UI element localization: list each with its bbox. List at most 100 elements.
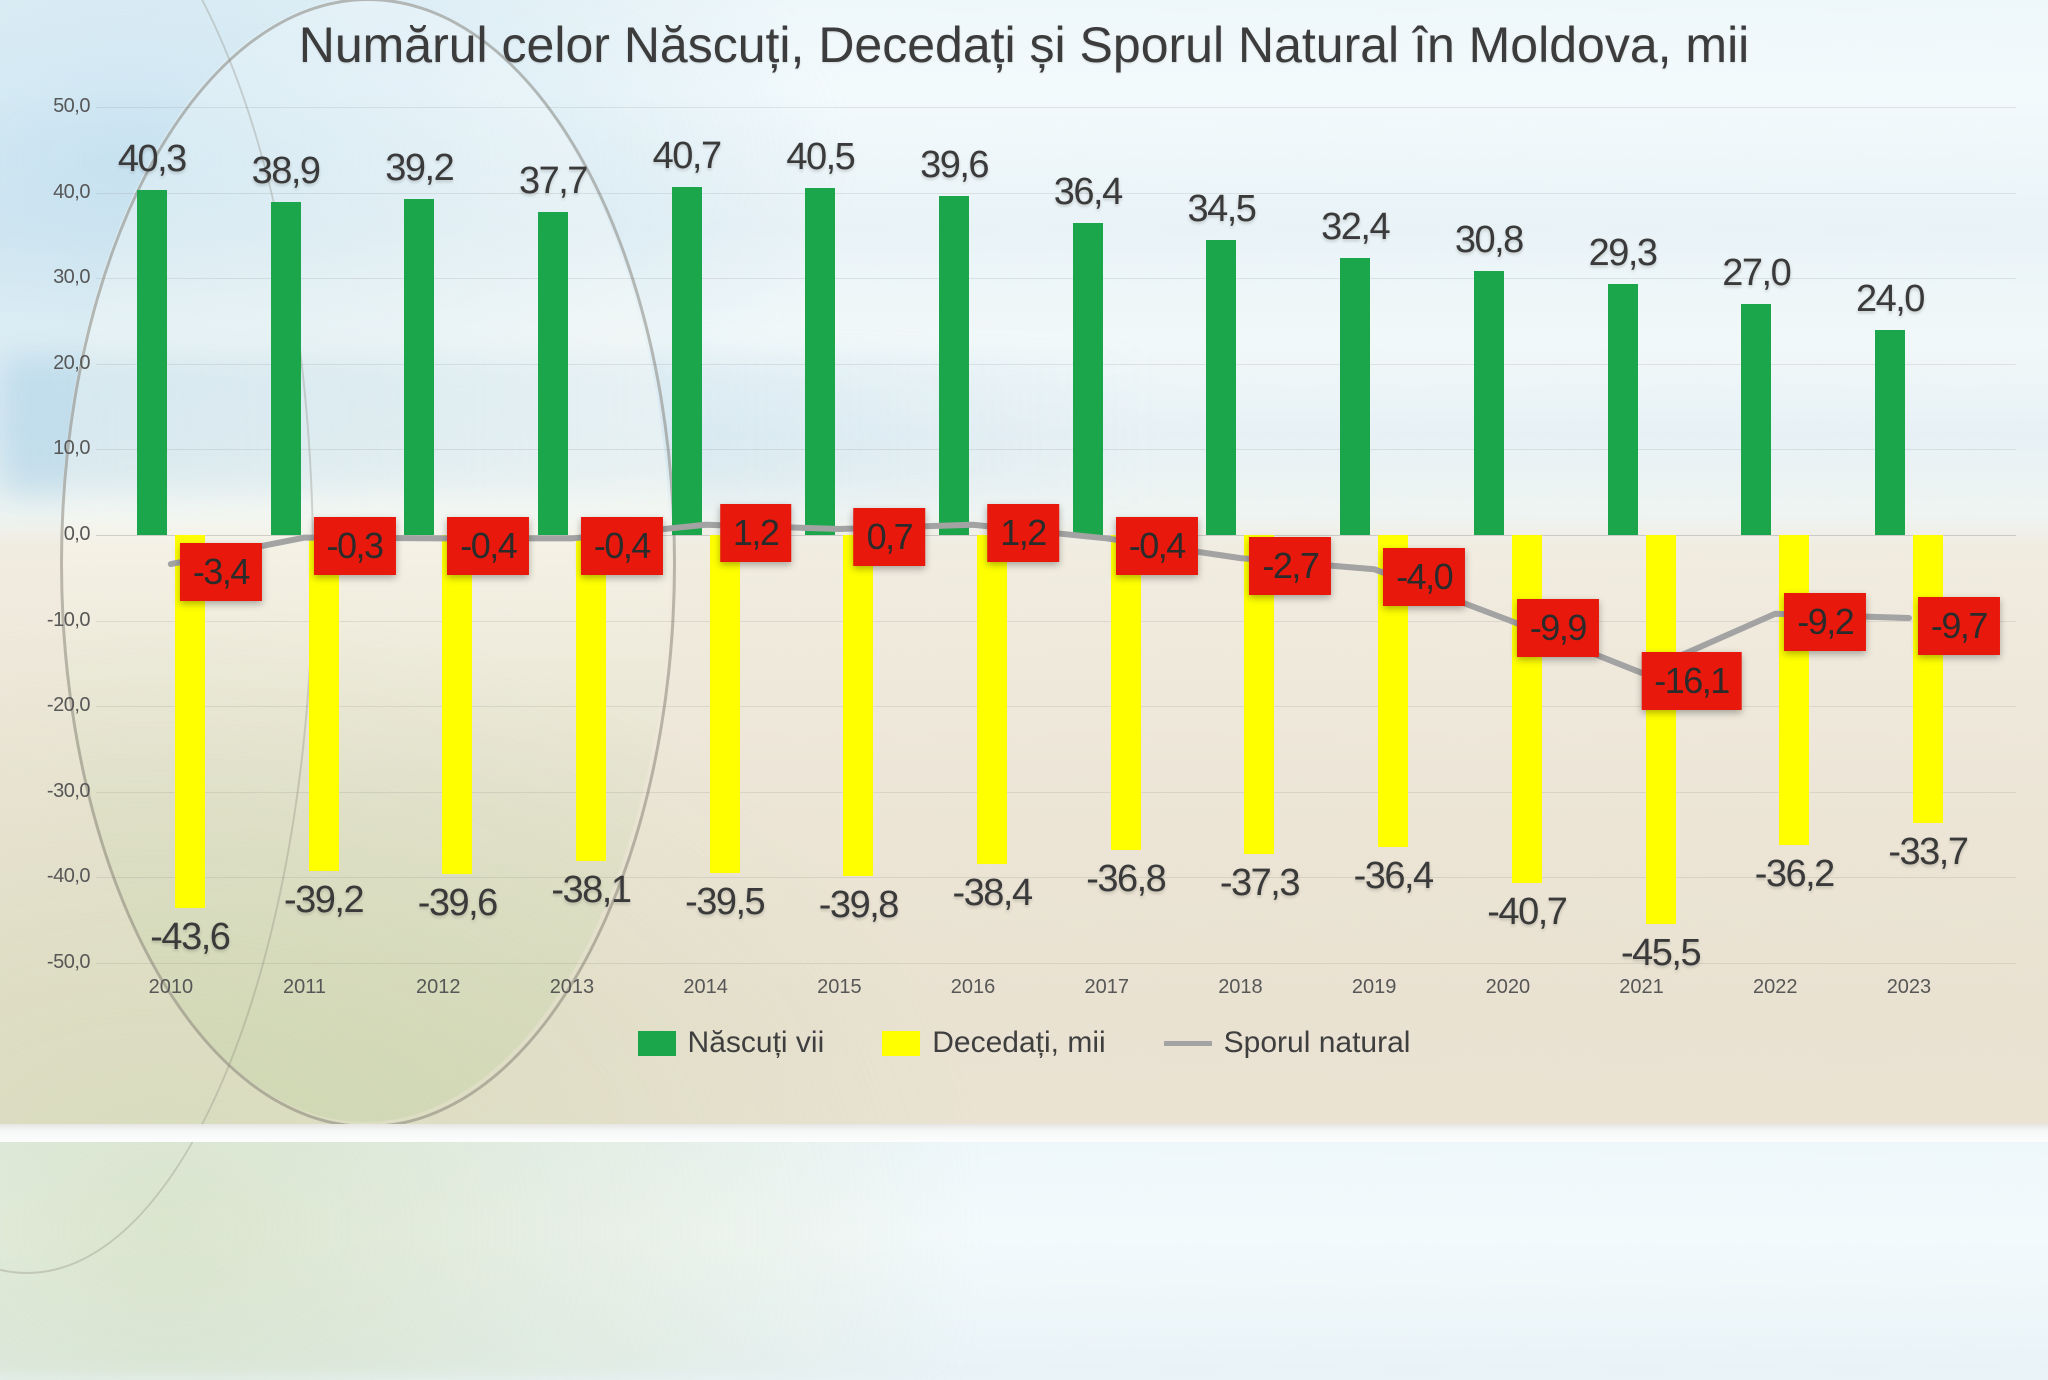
born-bar [270, 202, 301, 535]
gridline [96, 706, 2016, 708]
born-swatch-icon [637, 1030, 676, 1056]
year-label: 2021 [1619, 976, 1664, 998]
deaths-value-label: -45,5 [1620, 932, 1702, 975]
deaths-value-label: -39,8 [818, 883, 900, 926]
gridline [96, 620, 2016, 622]
born-bar [537, 212, 568, 535]
deaths-bar [977, 535, 1008, 864]
born-value-label: 39,2 [385, 147, 454, 190]
deaths-value-label: -36,4 [1353, 854, 1435, 897]
legend-item-natural: Sporul natural [1163, 1026, 1411, 1060]
year-label: 2013 [549, 976, 595, 998]
deaths-bar [1110, 535, 1141, 850]
born-bar [136, 190, 167, 535]
deaths-bar [1912, 535, 1943, 824]
year-label: 2017 [1084, 976, 1130, 998]
gridline [96, 449, 2016, 451]
natural-growth-label: -9,2 [1784, 592, 1867, 651]
y-axis-tick: -10,0 [46, 608, 91, 631]
deaths-value-label: -39,6 [417, 881, 499, 924]
gridline [96, 877, 2016, 879]
deaths-bar [308, 535, 339, 871]
year-label: 2023 [1886, 976, 1932, 998]
legend-label-natural: Sporul natural [1223, 1026, 1411, 1059]
born-value-label: 40,7 [652, 134, 722, 177]
year-label: 2022 [1753, 976, 1798, 998]
natural-growth-label: -0,4 [1115, 517, 1198, 576]
year-label: 2015 [817, 976, 862, 998]
y-axis-tick: 0,0 [63, 523, 91, 545]
natural-growth-label: -4,0 [1383, 548, 1466, 607]
legend: Născuți vii Decedați, mii Sporul natural [0, 1026, 2048, 1060]
born-bar [1072, 223, 1103, 535]
born-value-label: 40,5 [786, 136, 855, 179]
deaths-value-label: -39,5 [685, 881, 766, 924]
gridline [96, 363, 2016, 365]
year-label: 2018 [1218, 976, 1263, 998]
gridline [96, 107, 2016, 108]
year-label: 2014 [683, 976, 728, 998]
deaths-value-label: -38,4 [952, 871, 1033, 914]
born-bar [1874, 329, 1905, 535]
y-axis-tick: -20,0 [46, 694, 91, 717]
deaths-value-label: -36,2 [1754, 852, 1836, 895]
natural-growth-label: 1,2 [719, 503, 792, 562]
deaths-value-label: -36,8 [1086, 858, 1167, 900]
deaths-swatch-icon [882, 1030, 921, 1056]
born-bar [1206, 239, 1237, 535]
natural-growth-label: -0,4 [447, 517, 530, 576]
gridline [96, 963, 2016, 964]
deaths-bar [709, 535, 740, 874]
natural-growth-label: 0,7 [853, 508, 926, 566]
natural-growth-label: -2,7 [1249, 537, 1332, 596]
born-value-label: 38,9 [251, 150, 321, 193]
natural-growth-line [167, 521, 1912, 676]
born-value-label: 29,3 [1588, 232, 1658, 275]
born-value-label: 27,0 [1722, 251, 1791, 294]
born-bar [1607, 284, 1638, 535]
deaths-value-label: -40,7 [1487, 891, 1568, 934]
legend-item-deaths: Decedați, mii [882, 1026, 1106, 1060]
deaths-value-label: -43,6 [150, 916, 231, 959]
chart-title: Numărul celor Născuți, Decedați și Sporu… [298, 17, 1750, 73]
y-axis-tick: 20,0 [53, 351, 90, 374]
natural-growth-label: -16,1 [1641, 651, 1742, 710]
y-axis-tick: 30,0 [53, 266, 90, 289]
bottom-strip-decor [0, 1124, 2048, 1142]
deaths-value-label: -39,2 [283, 878, 365, 921]
gridline [96, 192, 2016, 194]
deaths-bar [843, 535, 874, 876]
legend-label-deaths: Decedați, mii [932, 1026, 1106, 1059]
year-label: 2012 [416, 976, 461, 998]
deaths-bar [575, 535, 606, 862]
natural-growth-label: -9,7 [1917, 597, 2000, 656]
born-value-label: 30,8 [1454, 219, 1524, 262]
deaths-value-label: -38,1 [551, 869, 632, 912]
born-bar [805, 188, 836, 535]
y-axis-tick: 50,0 [53, 95, 90, 117]
year-label: 2011 [283, 976, 327, 998]
deaths-value-label: -37,3 [1219, 862, 1301, 905]
y-axis-tick: -30,0 [46, 779, 91, 802]
born-value-label: 34,5 [1187, 187, 1256, 230]
natural-growth-label: 1,2 [987, 503, 1059, 562]
born-bar [1473, 271, 1504, 535]
legend-item-born: Născuți vii [637, 1026, 824, 1060]
deaths-value-label: -33,7 [1888, 831, 1969, 874]
natural-line-swatch-icon [1163, 1040, 1212, 1046]
deaths-bar [442, 535, 473, 874]
born-value-label: 40,3 [117, 138, 187, 181]
deaths-bar [1779, 535, 1810, 845]
natural-growth-label: -9,9 [1516, 598, 1599, 657]
gridline [96, 791, 2016, 793]
gridline [96, 278, 2016, 280]
year-label: 2020 [1485, 976, 1531, 998]
year-label: 2016 [950, 976, 996, 998]
born-bar [1741, 303, 1772, 535]
born-bar [1340, 257, 1371, 535]
born-value-label: 37,7 [518, 160, 588, 203]
born-value-label: 32,4 [1321, 205, 1390, 248]
deaths-bar [1511, 535, 1542, 884]
year-label: 2019 [1351, 976, 1397, 998]
